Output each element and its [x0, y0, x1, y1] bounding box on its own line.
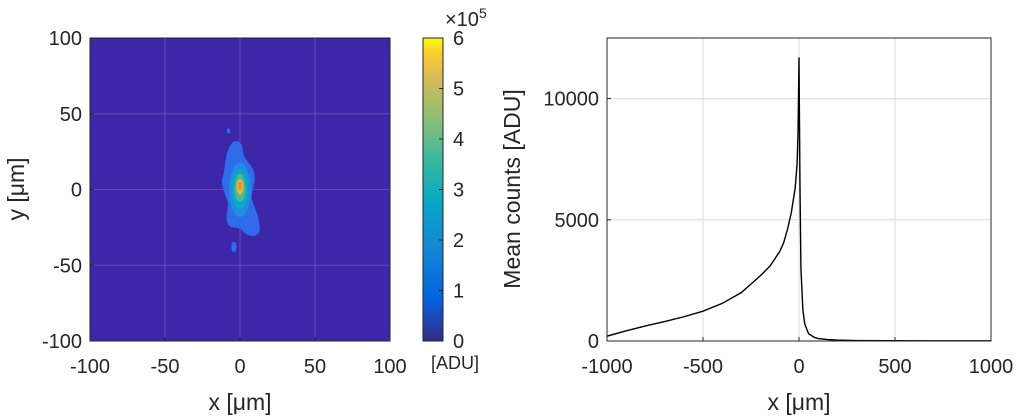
heatmap-ytick-label: 50	[60, 104, 82, 126]
colorbar-multiplier: ×105	[445, 5, 487, 31]
colorbar-tick-label: 2	[453, 230, 464, 252]
heatmap-xtick-label: -100	[70, 356, 110, 378]
heatmap-ytick-label: 100	[49, 28, 82, 50]
heatmap-xlabel: x [μm]	[208, 389, 271, 415]
line-ylabel: Mean counts [ADU]	[499, 89, 525, 288]
line-ytick-label: 0	[588, 331, 599, 353]
colorbar-ticks: 0 1 2 3 4 5 6	[439, 28, 464, 353]
colorbar-multiplier-exponent: 5	[479, 5, 487, 21]
line-ytick-label: 10000	[543, 89, 599, 111]
line-xtick-label: 0	[793, 356, 804, 378]
colorbar-tick-label: 5	[453, 79, 464, 101]
spot-fragment-top	[226, 128, 231, 134]
spot-fragment-bottom	[231, 241, 237, 253]
heatmap-xtick-label: 0	[234, 356, 245, 378]
heatmap-ytick-label: 0	[71, 180, 82, 202]
line-xtick-label: -500	[683, 356, 723, 378]
heatmap-xtick-label: -50	[151, 356, 180, 378]
line-ytick-label: 5000	[555, 210, 600, 232]
heatmap-spot	[221, 128, 260, 253]
colorbar-tick-label: 4	[453, 129, 464, 151]
colorbar-tick-label: 3	[453, 180, 464, 202]
colorbar-tick-label: 6	[453, 28, 464, 50]
line-xlabel: x [μm]	[767, 389, 830, 415]
colorbar-multiplier-base: ×10	[445, 9, 479, 31]
spot-peak	[238, 182, 242, 190]
series-line-mean-counts	[607, 57, 991, 341]
heatmap-panel: -100 -50 0 50 100 -100 -50 0 50 100 x [μm] y [μm]	[3, 28, 407, 415]
heatmap-ytick-label: -100	[42, 331, 82, 353]
heatmap-xtick-label: 100	[373, 356, 406, 378]
colorbar-unit: [ADU]	[431, 353, 479, 373]
heatmap-ytick-label: -50	[53, 255, 82, 277]
colorbar-tick-label: 1	[453, 281, 464, 303]
colorbar-tick-label: 0	[453, 331, 464, 353]
heatmap-xtick-label: 50	[304, 356, 326, 378]
line-xtick-label: 1000	[969, 356, 1014, 378]
line-xtick-label: -1000	[581, 356, 632, 378]
heatmap-ylabel: y [μm]	[3, 157, 29, 220]
line-xtick-label: 500	[878, 356, 911, 378]
heatmap-ticks: -100 -50 0 50 100 -100 -50 0 50 100	[42, 28, 407, 378]
